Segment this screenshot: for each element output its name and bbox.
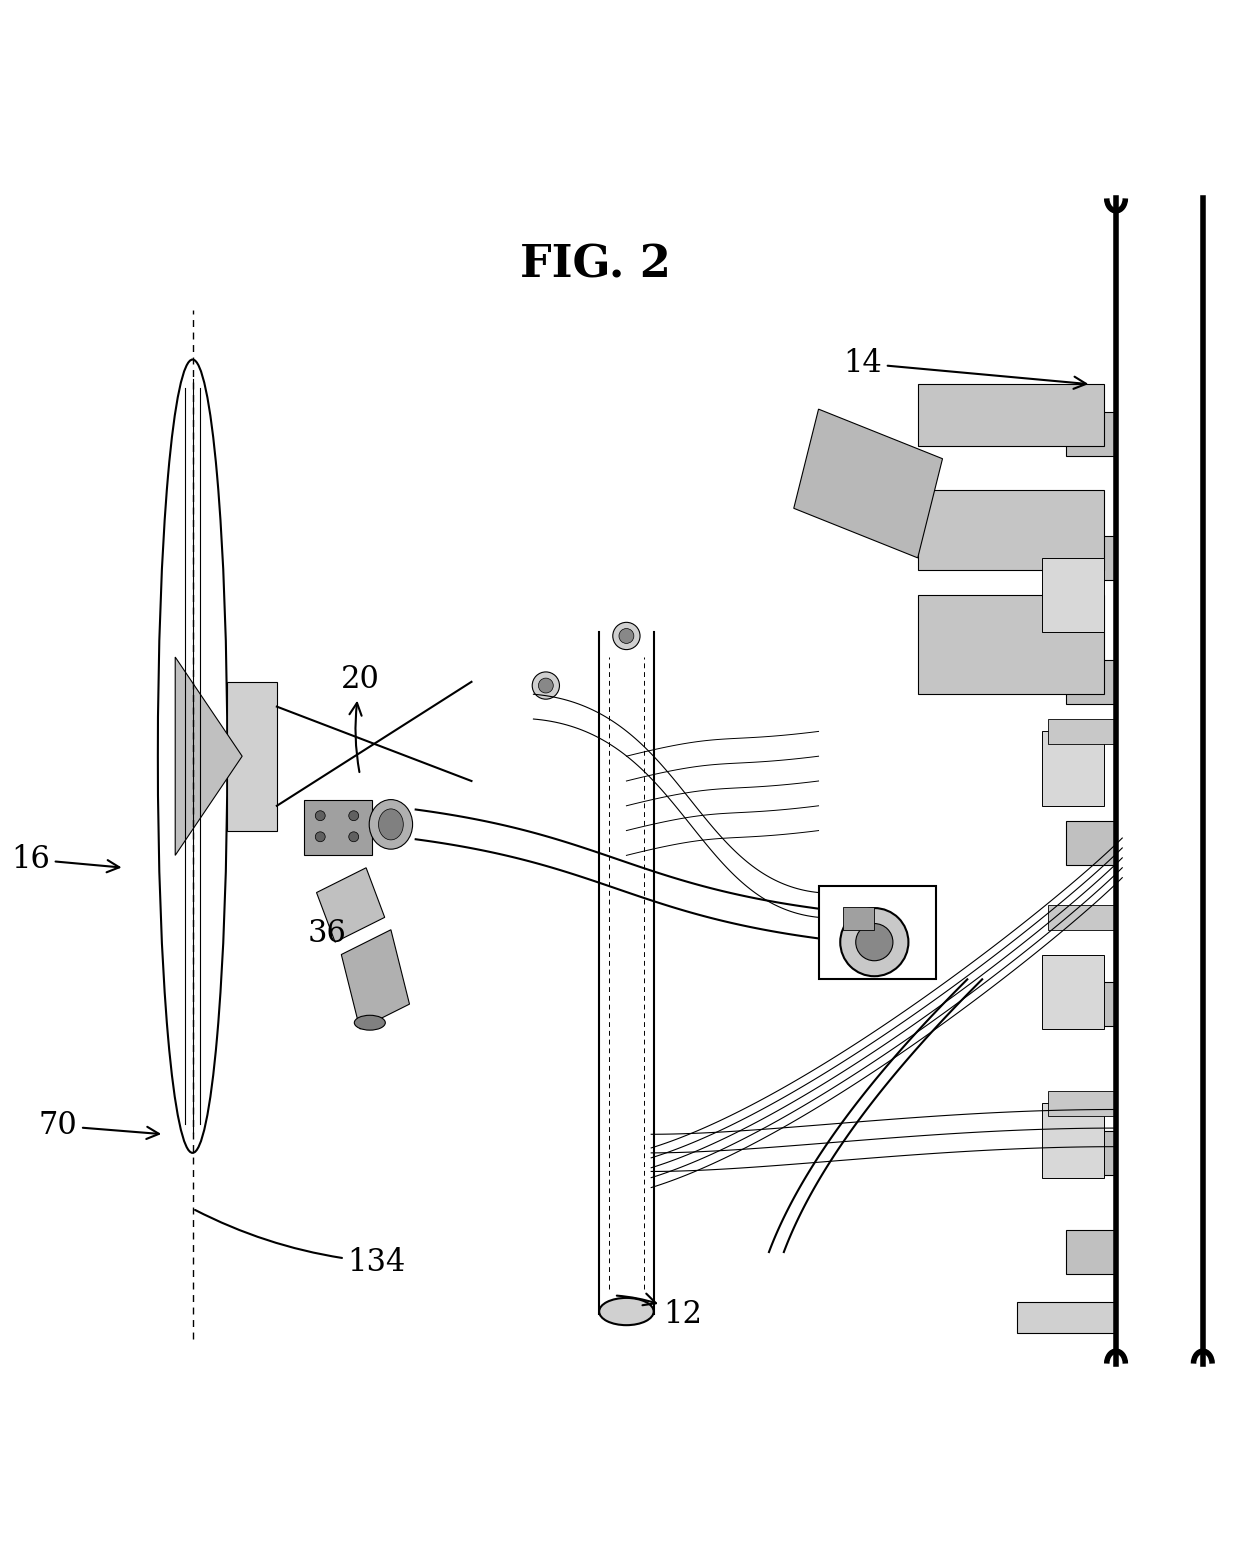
Bar — [1042, 731, 1104, 806]
Ellipse shape — [841, 908, 909, 976]
Bar — [1042, 954, 1104, 1029]
Ellipse shape — [315, 833, 325, 842]
Bar — [227, 683, 277, 831]
Text: FIG. 2: FIG. 2 — [520, 244, 671, 287]
Bar — [1066, 1229, 1116, 1275]
Text: 14: 14 — [843, 348, 1086, 389]
Bar — [1048, 904, 1116, 929]
Polygon shape — [316, 868, 384, 942]
Text: 36: 36 — [308, 918, 347, 950]
Bar — [1066, 982, 1116, 1026]
Ellipse shape — [599, 1298, 653, 1325]
Text: 70: 70 — [38, 1111, 159, 1142]
Ellipse shape — [619, 628, 634, 644]
Bar — [1017, 1301, 1116, 1332]
Polygon shape — [341, 929, 409, 1029]
Polygon shape — [175, 658, 242, 856]
Text: 20: 20 — [341, 664, 381, 772]
Bar — [918, 490, 1104, 570]
Bar — [818, 886, 936, 979]
Text: 12: 12 — [616, 1293, 703, 1329]
Bar — [1048, 1090, 1116, 1115]
Bar — [1066, 536, 1116, 580]
Bar — [1066, 820, 1116, 865]
Bar — [1066, 412, 1116, 456]
Ellipse shape — [315, 811, 325, 820]
Bar — [918, 384, 1104, 447]
Ellipse shape — [378, 809, 403, 840]
Bar — [918, 595, 1104, 694]
Ellipse shape — [355, 1015, 386, 1031]
Ellipse shape — [370, 800, 413, 850]
Ellipse shape — [613, 622, 640, 650]
Bar — [304, 800, 372, 856]
Text: 16: 16 — [11, 843, 119, 875]
Polygon shape — [794, 409, 942, 558]
Text: 134: 134 — [195, 1211, 405, 1278]
Bar — [1066, 659, 1116, 704]
Bar — [843, 908, 874, 929]
Ellipse shape — [856, 923, 893, 961]
Bar — [1048, 719, 1116, 744]
Bar — [1066, 1131, 1116, 1175]
Ellipse shape — [532, 672, 559, 700]
Ellipse shape — [348, 833, 358, 842]
Bar — [1042, 558, 1104, 633]
Ellipse shape — [538, 678, 553, 694]
Ellipse shape — [348, 811, 358, 820]
Bar — [1042, 1103, 1104, 1178]
